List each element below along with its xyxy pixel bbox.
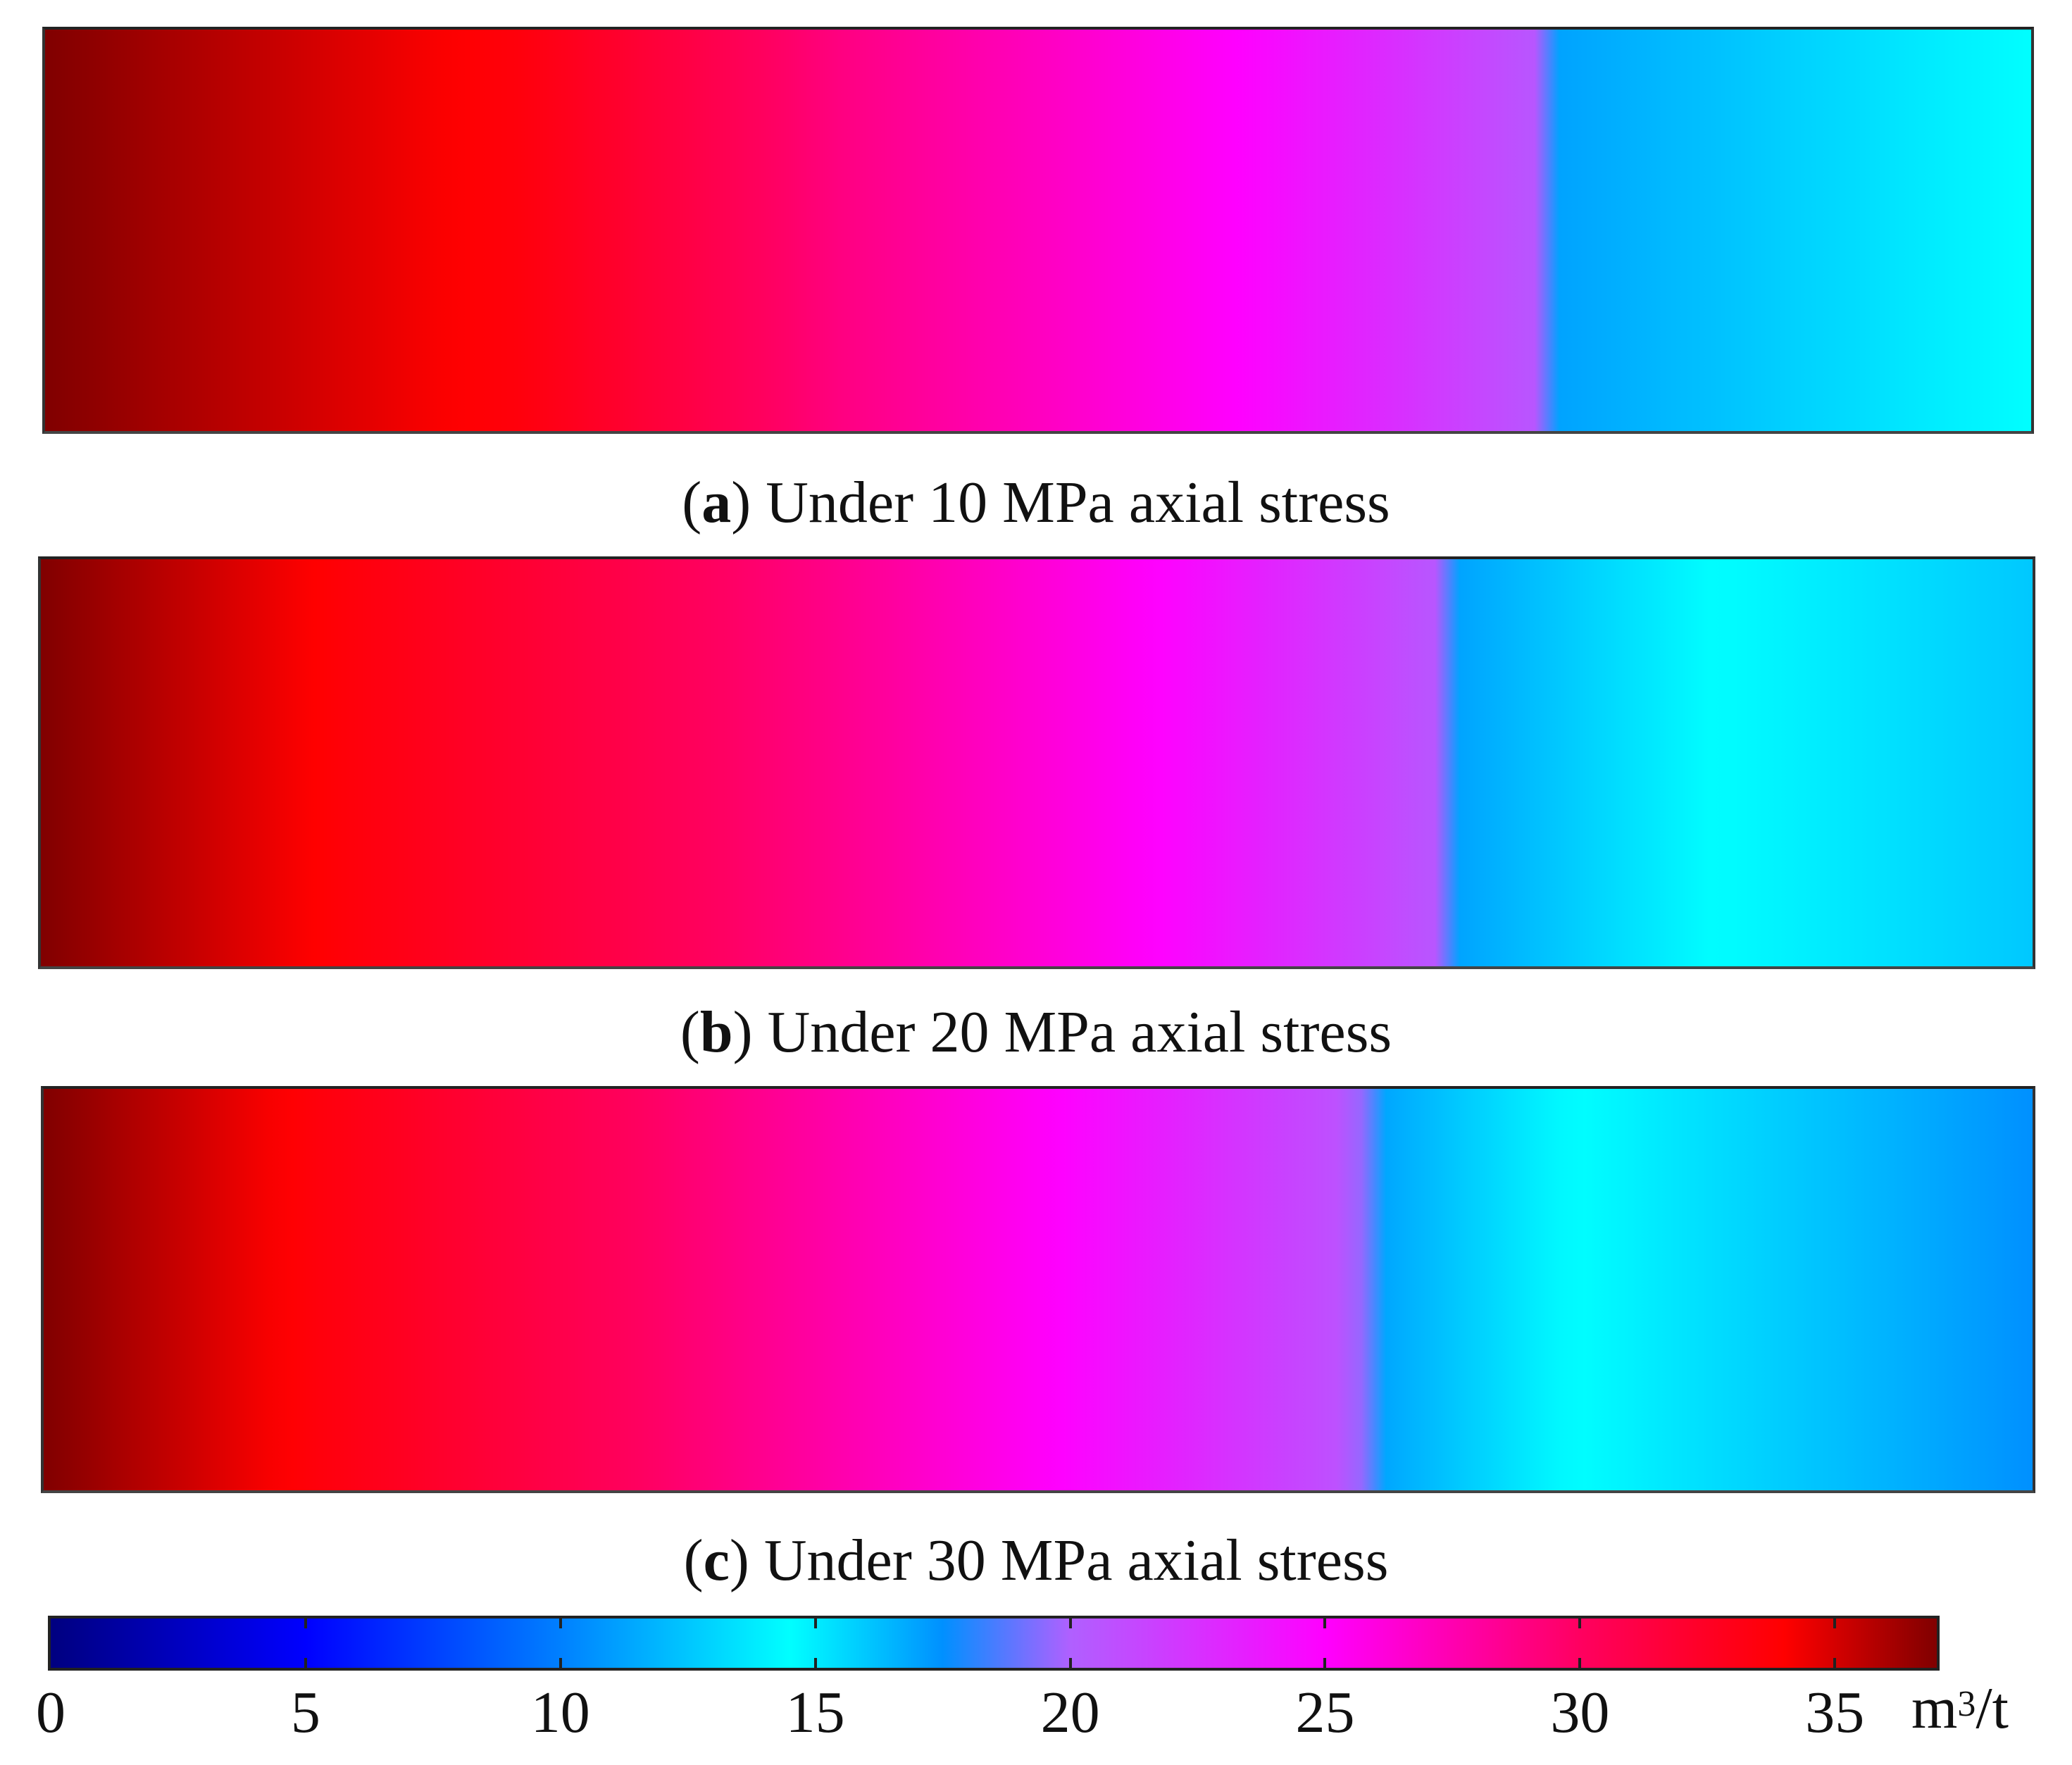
unit-exponent: 3 xyxy=(1957,1684,1976,1724)
colorbar-tick-label: 30 xyxy=(1550,1680,1610,1745)
colorbar-tick-mark xyxy=(1068,1658,1072,1668)
colorbar-tick-mark xyxy=(1323,1658,1327,1668)
colorbar-tick-mark xyxy=(1833,1658,1837,1668)
colorbar xyxy=(48,1616,1940,1671)
unit-base: m xyxy=(1911,1676,1958,1741)
colorbar-tick-mark xyxy=(558,1658,562,1668)
colorbar-tick-mark xyxy=(304,1658,307,1668)
colorbar-tick-mark xyxy=(558,1619,562,1628)
caption-b-text: Under 20 MPa axial stress xyxy=(767,999,1392,1065)
colorbar-tick-mark xyxy=(1323,1619,1327,1628)
colorbar-tick-label: 25 xyxy=(1295,1680,1355,1745)
colorbar-tick-mark xyxy=(1578,1619,1582,1628)
heatmap-panel-a xyxy=(42,27,2034,434)
colorbar-tick-label: 20 xyxy=(1040,1680,1100,1745)
unit-tail: /t xyxy=(1976,1676,2009,1741)
colorbar-tick-mark xyxy=(1578,1658,1582,1668)
colorbar-tick-label: 0 xyxy=(36,1680,65,1745)
colorbar-tick-mark xyxy=(813,1619,817,1628)
caption-b-letter: b xyxy=(699,999,733,1065)
colorbar-tick-mark xyxy=(1068,1619,1072,1628)
caption-a-letter: a xyxy=(701,470,732,535)
caption-a-text: Under 10 MPa axial stress xyxy=(766,470,1390,535)
colorbar-tick-mark xyxy=(813,1658,817,1668)
caption-b: (b) Under 20 MPa axial stress xyxy=(680,999,1392,1065)
caption-a: (a) Under 10 MPa axial stress xyxy=(682,470,1390,535)
colorbar-tick-label: 35 xyxy=(1805,1680,1865,1745)
colorbar-unit-label: m3/t xyxy=(1911,1673,2009,1744)
colorbar-tick-mark xyxy=(304,1619,307,1628)
heatmap-panel-c xyxy=(41,1086,2035,1493)
caption-c-letter: c xyxy=(703,1528,730,1593)
caption-c-text: Under 30 MPa axial stress xyxy=(763,1528,1389,1593)
colorbar-tick-label: 15 xyxy=(785,1680,845,1745)
caption-c: (c) Under 30 MPa axial stress xyxy=(683,1528,1389,1593)
colorbar-tick-label: 5 xyxy=(290,1680,320,1745)
heatmap-panel-b xyxy=(38,556,2035,969)
colorbar-tick-label: 10 xyxy=(530,1680,590,1745)
colorbar-tick-mark xyxy=(1833,1619,1837,1628)
